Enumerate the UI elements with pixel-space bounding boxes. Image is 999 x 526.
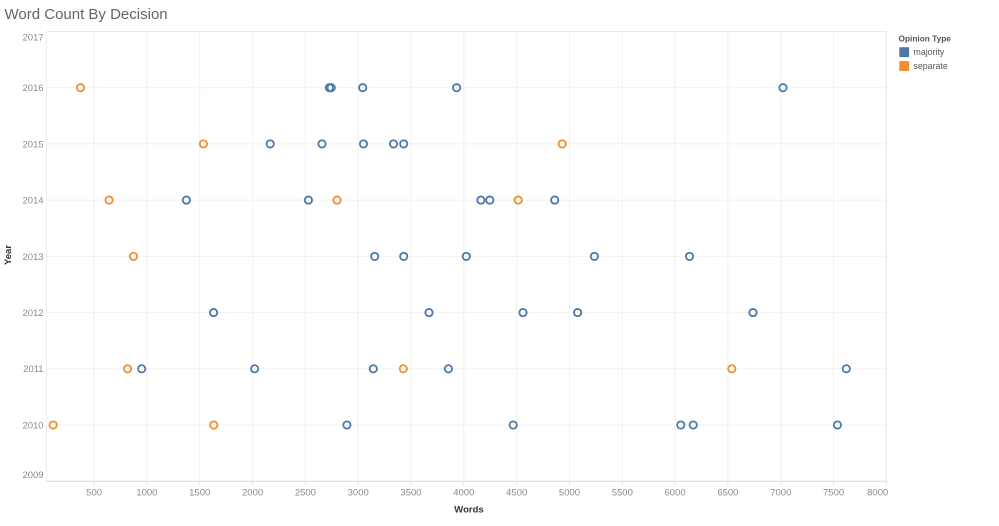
svg-text:5000: 5000 [559, 488, 580, 499]
svg-text:6500: 6500 [717, 488, 738, 499]
svg-text:1000: 1000 [136, 488, 157, 499]
svg-text:2016: 2016 [22, 83, 43, 94]
svg-text:Opinion Type: Opinion Type [899, 33, 952, 43]
svg-text:2017: 2017 [22, 33, 43, 44]
svg-text:majority: majority [914, 47, 945, 57]
svg-text:7500: 7500 [823, 488, 844, 499]
svg-text:2011: 2011 [23, 364, 43, 375]
svg-text:4500: 4500 [506, 488, 527, 499]
svg-text:4000: 4000 [453, 488, 474, 499]
svg-text:3000: 3000 [348, 488, 369, 499]
svg-text:Year: Year [3, 245, 14, 265]
svg-text:2012: 2012 [22, 308, 43, 319]
svg-text:2015: 2015 [22, 139, 43, 150]
svg-text:2000: 2000 [242, 488, 263, 499]
svg-text:1500: 1500 [189, 488, 210, 499]
svg-text:500: 500 [86, 488, 102, 499]
svg-text:2009: 2009 [22, 470, 43, 481]
svg-text:separate: separate [914, 61, 948, 71]
svg-text:2014: 2014 [22, 196, 43, 207]
svg-text:Word Count By Decision: Word Count By Decision [5, 6, 168, 23]
svg-text:3500: 3500 [400, 488, 421, 499]
svg-text:2500: 2500 [295, 488, 316, 499]
svg-text:2010: 2010 [22, 420, 43, 431]
svg-text:Words: Words [454, 504, 483, 515]
svg-text:7000: 7000 [770, 488, 791, 499]
svg-text:5500: 5500 [612, 488, 633, 499]
svg-text:6000: 6000 [665, 488, 686, 499]
svg-text:2013: 2013 [22, 252, 43, 263]
svg-text:8000: 8000 [867, 488, 888, 499]
